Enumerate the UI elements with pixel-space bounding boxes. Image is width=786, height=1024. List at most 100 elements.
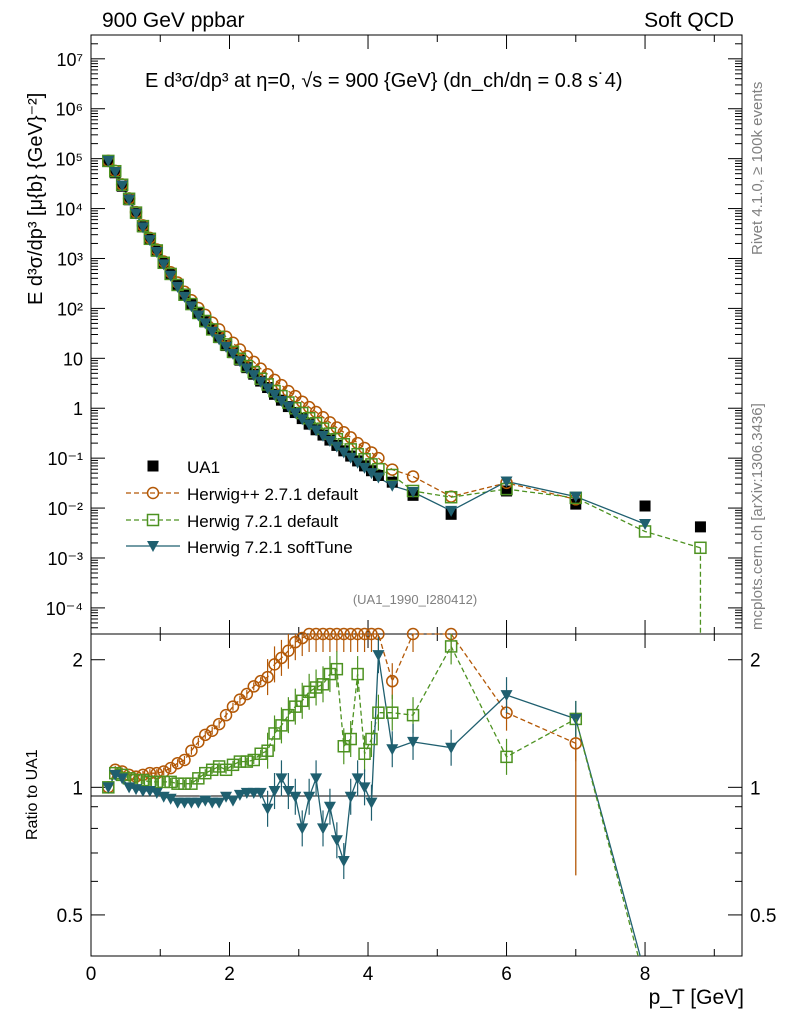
x-axis-label: p_T [GeV] [649,986,744,1009]
x-tick-label: 8 [640,964,651,985]
ratio-point [157,775,170,789]
ratio-tick-label: 0.5 [750,906,776,927]
data-point [199,318,212,330]
legend-ua1: UA1 [187,458,220,477]
data-point [150,246,163,258]
ratio-point [344,627,357,641]
ratio-point [192,797,205,809]
ratio-point [261,744,274,757]
data-point [109,167,122,179]
data-point [501,485,513,497]
ratio-point [386,674,399,688]
ratio-point [358,782,371,794]
ratio-point [316,678,330,691]
data-point [303,419,316,431]
data-point [123,194,136,206]
data-point [226,348,239,360]
ratio-point [406,708,420,722]
ratio-point [268,658,281,671]
ratio-point [261,670,274,684]
ratio-tick-label: 2 [72,651,83,672]
ratio-point [444,640,458,653]
ratio-point [337,856,350,868]
data-point [639,518,652,530]
ratio-point [303,791,316,803]
ratio-point [268,786,281,798]
ratio-point [213,797,226,809]
ratio-point [219,708,233,722]
y-tick-label: 10⁷ [56,50,83,70]
ratio-point [372,706,385,719]
data-point [233,356,246,368]
data-point [351,457,364,469]
ratio-point [330,627,344,641]
ratio-point [164,793,177,805]
data-point [102,155,115,167]
legend-marker-ua1 [147,460,159,472]
header-left: 900 GeV ppbar [102,9,244,32]
ratio-point [240,687,254,701]
rivet-label: Rivet 4.1.0, ≥ 100k events [749,82,766,255]
data-point [171,281,184,293]
data-point [445,505,458,517]
ratio-point [310,773,323,785]
y-tick-label: 10 [63,349,83,369]
data-point [282,401,295,413]
header-right: Soft QCD [644,9,734,32]
ratio-point [192,735,205,749]
ratio-point [164,775,177,789]
ratio-point [295,631,309,645]
ratio-point [500,690,513,702]
data-point [136,222,149,234]
ratio-line-1 [107,633,577,788]
ratio-point [150,787,163,799]
ratio-point [226,758,240,772]
data-point [337,447,350,459]
ratio-point [275,773,288,785]
legend-marker-2 [146,513,160,527]
data-point [185,301,198,313]
data-point [500,476,513,488]
legend-herwig721-softtune: Herwig 7.2.1 softTune [187,538,353,557]
ratio-point [302,627,316,641]
data-point [569,491,582,503]
ratio-point [344,732,357,746]
ratio-point [261,803,274,815]
ratio-line-2 [107,645,577,788]
ratio-point [330,835,343,847]
ratio-point [344,791,357,803]
ratio-point [282,644,295,657]
ratio-point [150,775,164,789]
ratio-point [233,789,246,801]
data-point [268,389,281,401]
x-tick-label: 2 [224,964,235,985]
ratio-point [109,769,122,781]
ratio-point [406,627,420,641]
ratio-point [178,777,191,790]
y-tick-label: 10⁻⁴ [46,599,83,619]
ratio-point [136,773,150,787]
mcplots-url: mcplots.cern.ch [arXiv:1306.3436] [749,403,766,630]
data-point [317,430,330,442]
data-point [213,334,226,346]
ratio-point [275,719,288,732]
ratio-tick-label: 0.5 [57,906,83,927]
ratio-point [407,736,420,748]
data-point [240,363,253,375]
ratio-tick-label: 2 [750,651,761,672]
data-point [386,468,399,482]
y-tick-label: 10⁵ [56,150,83,170]
legend: UA1 Herwig++ 2.7.1 default Herwig 7.2.1 … [126,458,358,557]
data-point [261,383,274,395]
ratio-point [102,782,115,794]
ratio-point [226,700,240,713]
data-point [694,541,707,555]
ratio-point [323,627,337,641]
legend-herwig721-default: Herwig 7.2.1 default [187,512,338,531]
data-point [407,486,420,498]
y-tick-label: 10⁻² [47,499,83,519]
ratio-point [282,786,295,798]
ratio-point [337,739,351,753]
ratio-point [365,732,378,746]
